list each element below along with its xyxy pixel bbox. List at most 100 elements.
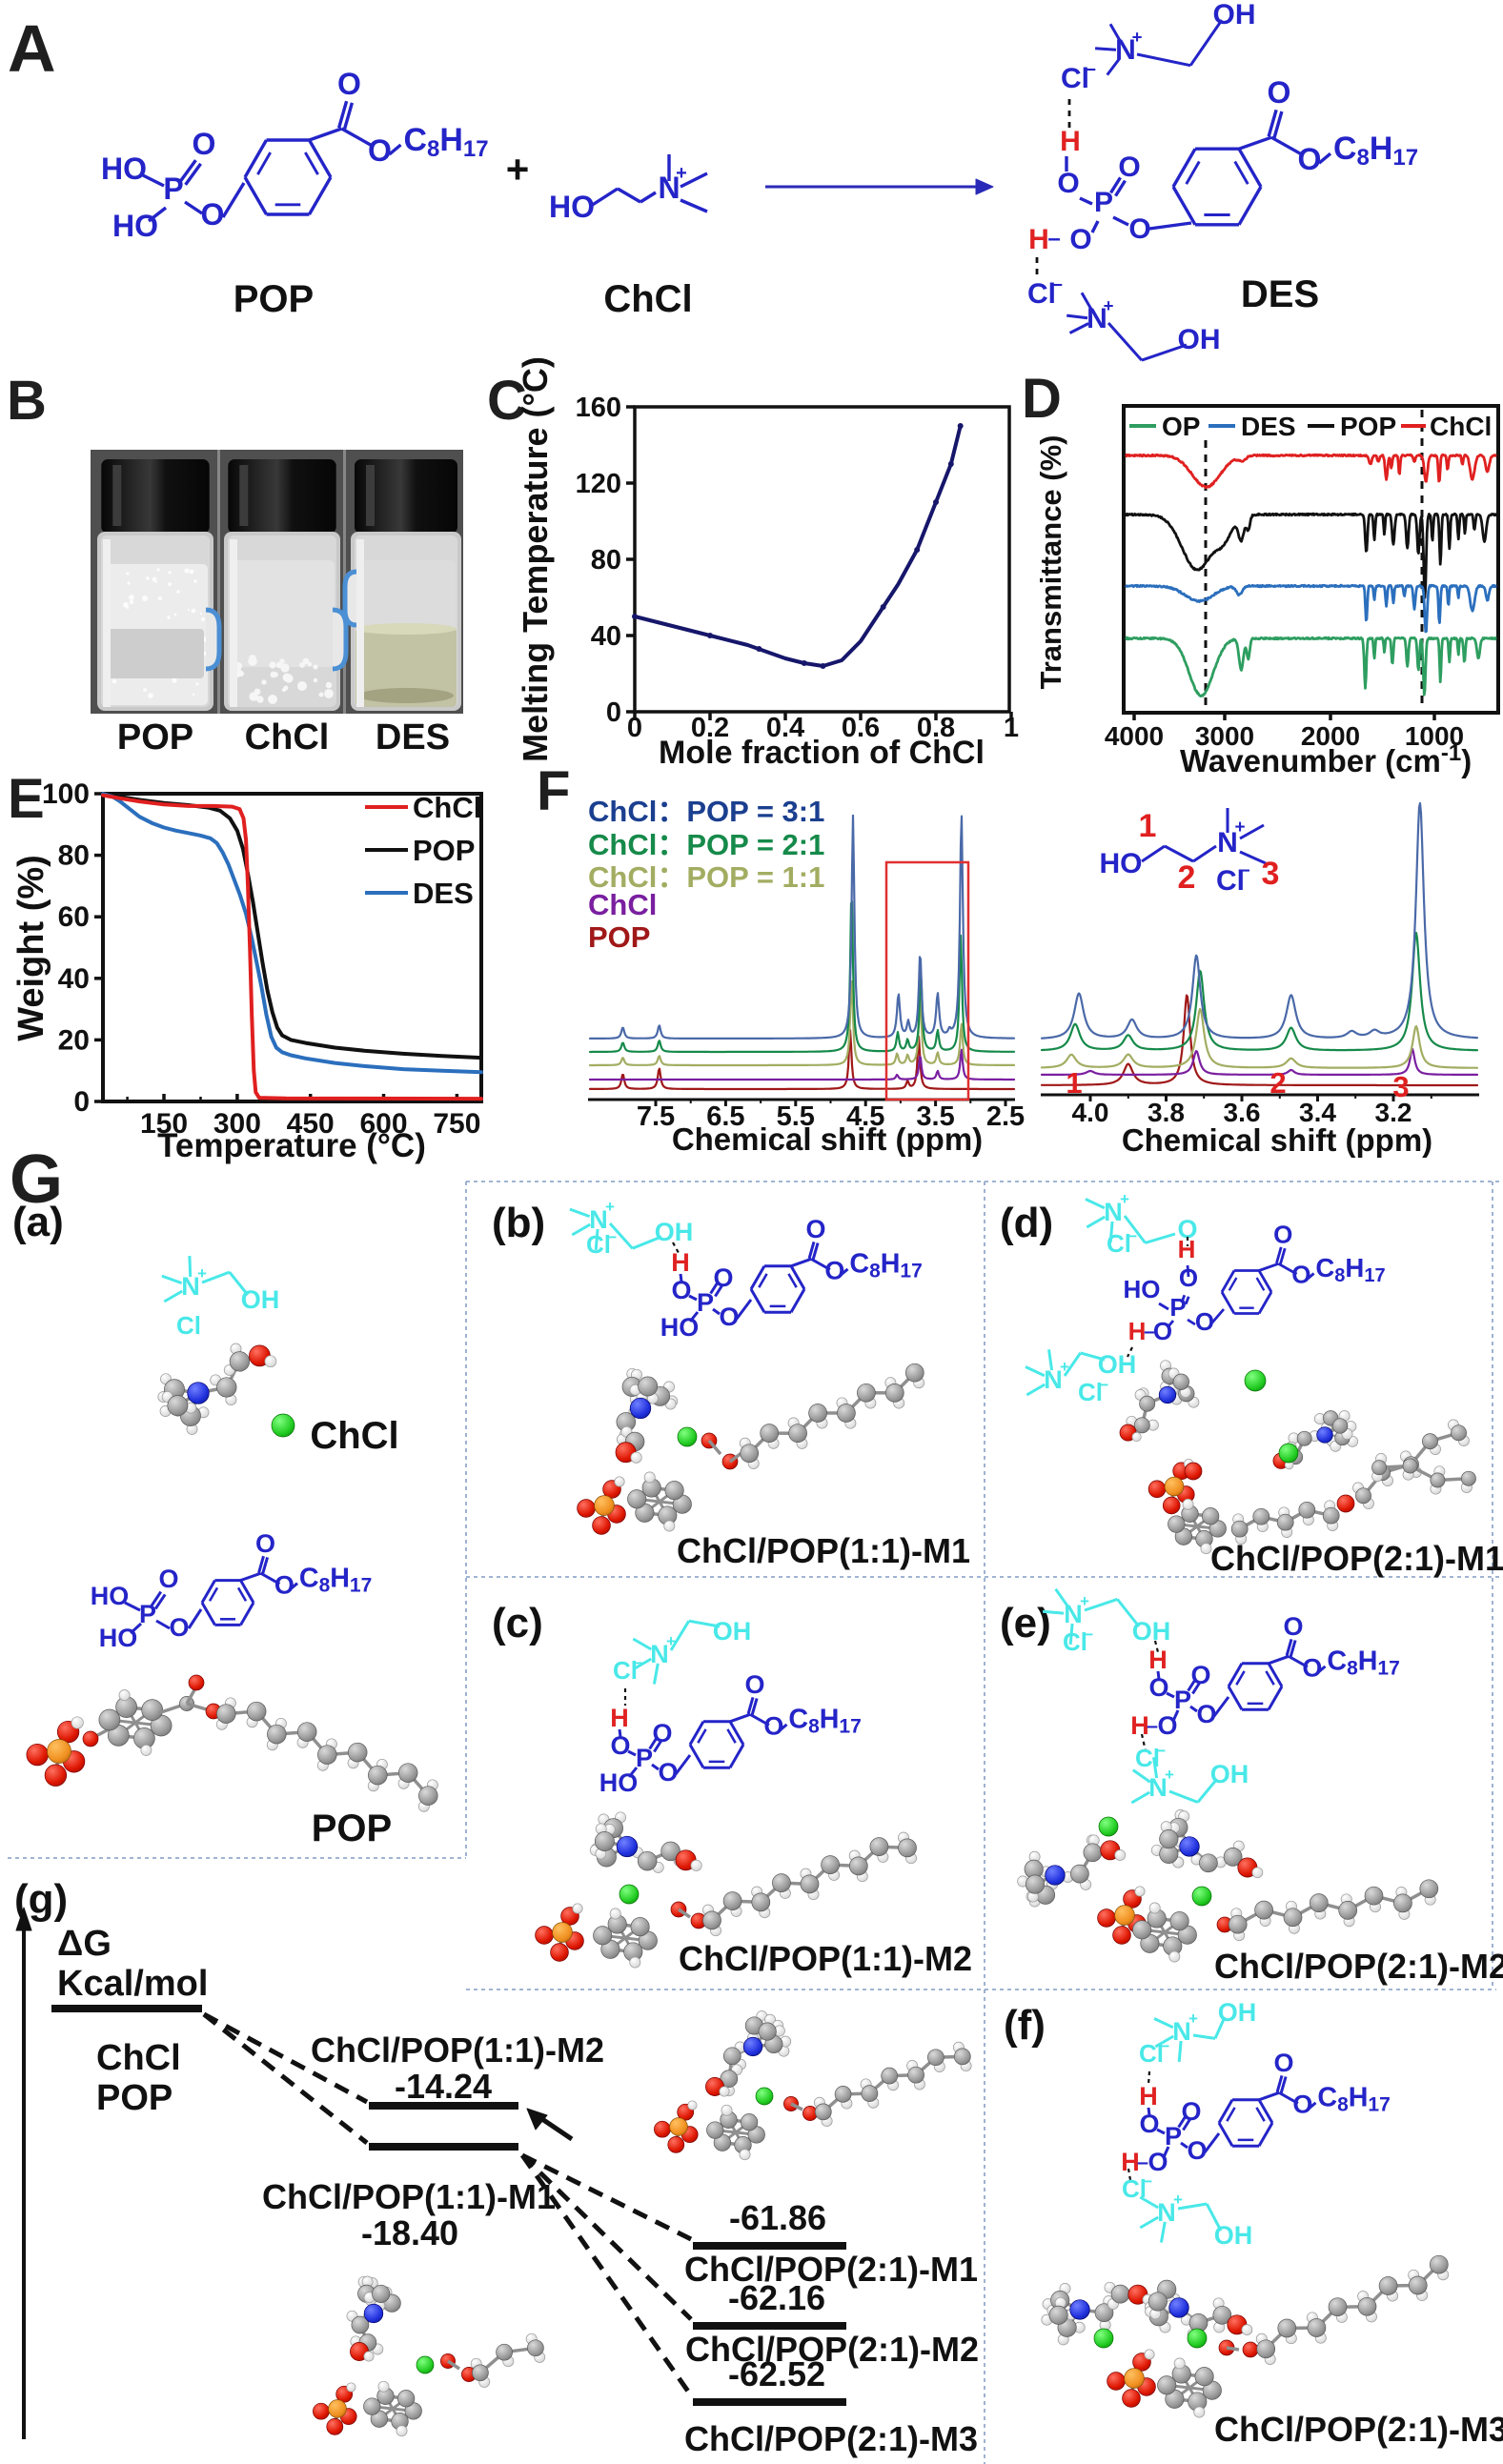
svg-text:O: O: [1187, 2136, 1207, 2165]
svg-text:OH: OH: [1218, 1998, 1257, 2027]
svg-text:N: N: [1115, 34, 1136, 66]
svg-text:ChCl: ChCl: [1430, 412, 1492, 441]
svg-text:Chemical shift (ppm): Chemical shift (ppm): [1122, 1122, 1432, 1158]
svg-text:H: H: [1130, 1711, 1149, 1740]
svg-text:2000: 2000: [1301, 721, 1360, 751]
svg-text:E: E: [8, 768, 45, 830]
svg-text:C8​H17​: C8​H17​: [1315, 1253, 1385, 1286]
svg-text:ChCl: ChCl: [413, 791, 481, 824]
svg-text:O: O: [1148, 2148, 1168, 2176]
svg-text:O: O: [201, 197, 225, 232]
svg-text:O: O: [1177, 1215, 1197, 1243]
svg-text:Cl: Cl: [1139, 2039, 1164, 2068]
svg-text:DES: DES: [413, 877, 474, 910]
svg-text:+: +: [605, 1198, 615, 1216]
svg-text:Temperature (°C): Temperature (°C): [157, 1127, 426, 1164]
svg-text:Chemical shift (ppm): Chemical shift (ppm): [672, 1121, 983, 1157]
svg-text:O: O: [1273, 2049, 1293, 2077]
svg-text:−: −: [1239, 861, 1249, 881]
svg-text:Cl: Cl: [586, 1230, 611, 1259]
svg-text:O: O: [744, 1670, 764, 1699]
svg-text:OP: OP: [1162, 412, 1200, 441]
svg-text:O: O: [1292, 2090, 1312, 2118]
svg-text:Transmittance (%): Transmittance (%): [1034, 434, 1067, 689]
svg-text:(f): (f): [1004, 2002, 1046, 2049]
svg-text:Cl: Cl: [1078, 1378, 1103, 1406]
svg-text:O: O: [193, 127, 216, 161]
svg-text:−: −: [1160, 2037, 1169, 2055]
svg-text:450: 450: [287, 1108, 335, 1140]
svg-text:O: O: [1196, 1700, 1216, 1728]
svg-text:–: –: [1137, 2150, 1148, 2173]
svg-text:-18.40: -18.40: [361, 2213, 458, 2252]
svg-text:ChCl/POP(1:1)-M1: ChCl/POP(1:1)-M1: [262, 2177, 556, 2216]
svg-text:Cl: Cl: [1061, 63, 1089, 94]
svg-text:20: 20: [58, 1024, 90, 1056]
svg-text:H: H: [1060, 126, 1081, 157]
svg-text:P: P: [139, 1600, 156, 1628]
svg-text:750: 750: [433, 1108, 480, 1140]
svg-text:HO: HO: [91, 1582, 130, 1610]
svg-text:Cl: Cl: [1027, 278, 1056, 310]
svg-text:OH: OH: [1214, 2221, 1253, 2250]
svg-text:POP: POP: [117, 717, 193, 757]
svg-text:ChCl: ChCl: [96, 2038, 181, 2078]
svg-text:−: −: [1156, 1742, 1166, 1760]
svg-text:60: 60: [58, 901, 90, 933]
svg-text:ChCl/POP(1:1)-M2: ChCl/POP(1:1)-M2: [679, 1939, 972, 1978]
svg-text:O: O: [1057, 168, 1079, 199]
svg-text:O: O: [1298, 142, 1322, 176]
svg-text:–: –: [1144, 1321, 1155, 1343]
svg-text:(a): (a): [12, 1199, 64, 1245]
svg-text:-62.52: -62.52: [728, 2354, 825, 2393]
svg-text:Cl: Cl: [176, 1311, 201, 1340]
svg-text:80: 80: [591, 545, 621, 576]
svg-text:DES: DES: [376, 717, 450, 757]
svg-text:ChCl/POP(2:1)-M2: ChCl/POP(2:1)-M2: [685, 2330, 979, 2369]
svg-text:Kcal/mol: Kcal/mol: [57, 1964, 208, 2004]
svg-text:H: H: [1028, 224, 1049, 255]
svg-text:ChCl: ChCl: [588, 888, 657, 921]
svg-text:600: 600: [359, 1108, 407, 1140]
svg-text:N: N: [1157, 2198, 1176, 2227]
svg-text:C: C: [487, 370, 527, 432]
svg-text:OH: OH: [1178, 324, 1221, 355]
svg-text:H: H: [610, 1704, 629, 1732]
svg-text:+: +: [1165, 1766, 1174, 1784]
svg-text:O: O: [274, 1570, 295, 1599]
svg-text:F: F: [537, 760, 570, 822]
svg-text:O: O: [671, 1276, 691, 1304]
svg-text:ChCl/POP(2:1)-M3: ChCl/POP(2:1)-M3: [1214, 2410, 1503, 2449]
svg-text:ChCl: ChCl: [603, 278, 692, 320]
svg-text:-14.24: -14.24: [395, 2067, 492, 2106]
svg-text:N: N: [1217, 827, 1238, 858]
svg-text:O: O: [1157, 1711, 1177, 1740]
svg-text:ChCl：POP = 3:1: ChCl：POP = 3:1: [588, 795, 824, 828]
svg-text:3.8: 3.8: [1148, 1098, 1185, 1127]
svg-text:−: −: [1127, 1227, 1137, 1245]
svg-text:4.5: 4.5: [846, 1101, 884, 1132]
svg-text:N: N: [650, 1640, 669, 1668]
svg-text:O: O: [158, 1565, 178, 1593]
svg-text:N: N: [658, 171, 680, 205]
svg-text:ChCl: ChCl: [245, 717, 330, 757]
svg-text:HO: HO: [549, 190, 595, 224]
svg-text:6.5: 6.5: [706, 1101, 744, 1132]
svg-text:H: H: [1178, 1235, 1196, 1263]
svg-text:−: −: [1052, 274, 1063, 295]
svg-text:B: B: [7, 370, 47, 432]
svg-text:P: P: [697, 1288, 714, 1317]
svg-text:0.8: 0.8: [917, 713, 955, 743]
svg-text:100: 100: [42, 778, 90, 810]
svg-text:O: O: [1128, 213, 1150, 245]
svg-text:OH: OH: [1098, 1350, 1137, 1379]
svg-text:0.6: 0.6: [842, 713, 880, 743]
svg-text:–: –: [1047, 226, 1060, 252]
svg-text:40: 40: [58, 963, 90, 995]
svg-text:3: 3: [1392, 1070, 1409, 1103]
svg-text:C8​H17​: C8​H17​: [404, 122, 489, 162]
svg-text:N: N: [589, 1205, 608, 1234]
svg-text:3.2: 3.2: [1375, 1098, 1412, 1127]
svg-text:+: +: [676, 163, 687, 184]
svg-text:1: 1: [1066, 1066, 1082, 1100]
